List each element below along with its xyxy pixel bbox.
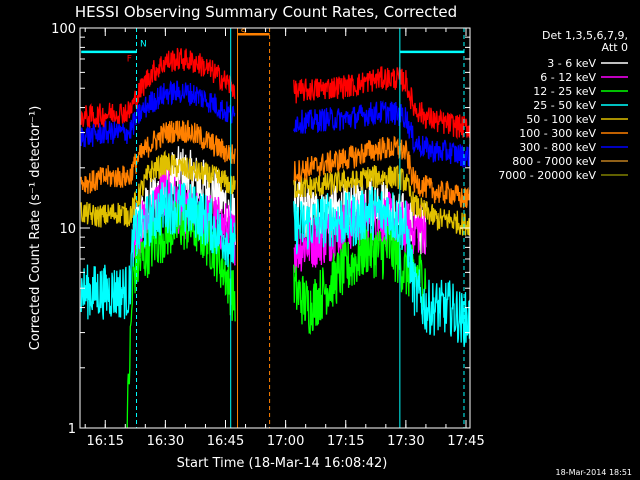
legend-entry-label: 800 - 7000 keV — [512, 155, 596, 168]
x-axis-label: Start Time (18-Mar-14 16:08:42) — [177, 456, 388, 471]
y-tick-label: 100 — [51, 22, 76, 37]
flag-letter: S — [241, 28, 247, 38]
x-tick-label: 16:45 — [207, 434, 244, 449]
series-line-5 — [80, 120, 470, 209]
series-line-6 — [80, 80, 470, 168]
legend-entry-label: 300 - 800 keV — [519, 141, 596, 154]
plot-area: FN S — [80, 28, 470, 428]
legend-header: Det 1,3,5,6,7,9, — [542, 29, 628, 42]
legend-entry-label: 100 - 300 keV — [519, 127, 596, 140]
x-tick-label: 17:45 — [447, 434, 484, 449]
timestamp-footer: 18-Mar-2014 18:51 — [556, 468, 633, 477]
chart-title: HESSI Observing Summary Count Rates, Cor… — [75, 3, 457, 21]
x-tick-label: 16:15 — [87, 434, 124, 449]
legend-entry-label: 12 - 25 keV — [533, 85, 596, 98]
x-tick-label: 17:15 — [327, 434, 364, 449]
legend-entry-label: 3 - 6 keV — [547, 57, 596, 70]
x-tick-label: 16:30 — [147, 434, 184, 449]
series-line-4 — [80, 149, 470, 236]
series-line-3 — [80, 180, 470, 348]
flag-letter: F — [127, 54, 132, 64]
x-tick-label: 17:30 — [387, 434, 424, 449]
legend-entry-label: 25 - 50 keV — [533, 99, 596, 112]
legend-header: Att 0 — [602, 41, 628, 54]
legend-entry-label: 6 - 12 keV — [540, 71, 596, 84]
axes: 16:15 16:30 16:45 17:00 17:15 17:30 17:45 1 10 10… — [51, 22, 485, 449]
legend-entry-label: 50 - 100 keV — [526, 113, 596, 126]
y-tick-label: 1 — [68, 422, 76, 437]
y-axis-label: Corrected Count Rate (s⁻¹ detector⁻¹) — [28, 106, 43, 351]
legend-entry-label: 7000 - 20000 keV — [498, 169, 596, 182]
flag-letter: N — [140, 39, 147, 49]
x-tick-label: 17:00 — [267, 434, 304, 449]
series-line-9 — [80, 47, 470, 140]
series-line-2 — [126, 199, 427, 428]
y-tick-label: 10 — [59, 222, 76, 237]
